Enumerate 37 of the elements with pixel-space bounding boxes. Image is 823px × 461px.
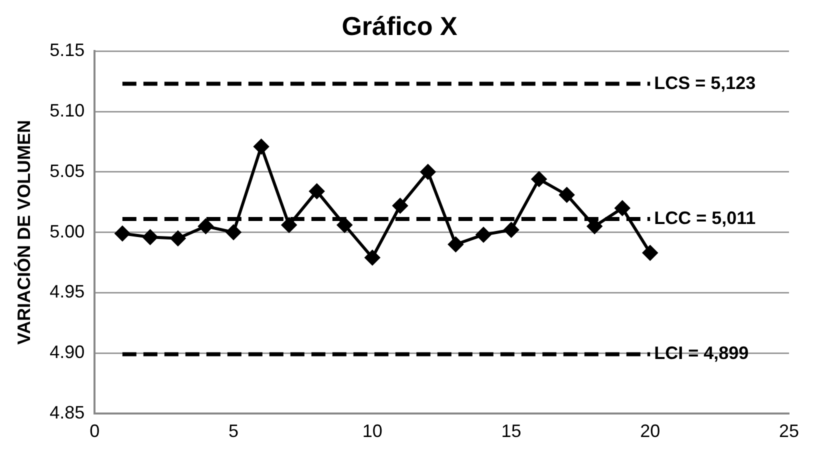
point [254,139,269,154]
point [614,200,630,216]
point [559,187,574,202]
x-tick-label: 10 [362,421,382,442]
point [337,218,352,233]
y-tick-label: 5.05 [50,160,85,181]
y-tick-label: 5.15 [50,40,85,60]
x-tick-label: 15 [501,421,522,442]
point [364,250,380,266]
x-tick-label: 5 [228,421,239,442]
chart-title: Gráfico X [342,10,458,41]
y-tick-label: 5.10 [50,100,85,121]
point [504,222,519,238]
series-label: LCI = 4,899 [654,343,749,364]
point [392,198,408,214]
y-axis-title: VARIACIÓN DE VOLUMEN [14,120,34,345]
series-label: LCC = 5,011 [654,208,756,228]
point [309,184,324,199]
point [448,236,464,252]
point [532,172,547,187]
point [142,230,158,245]
y-tick-label: 4.90 [50,342,85,362]
point [420,164,436,180]
y-tick-label: 4.95 [50,282,85,302]
x-tick-label: 20 [640,421,660,442]
x-tick-label: 25 [778,421,800,442]
point [198,218,214,234]
series-label: LCS = 5,123 [654,72,756,93]
point [642,245,658,260]
point [282,218,297,233]
point [226,224,242,240]
point [476,227,491,242]
y-tick-label: 5.00 [50,221,85,242]
point [114,226,130,242]
x-tick-label: 0 [90,421,100,442]
y-tick-label: 4.85 [50,402,85,422]
point [170,230,186,246]
